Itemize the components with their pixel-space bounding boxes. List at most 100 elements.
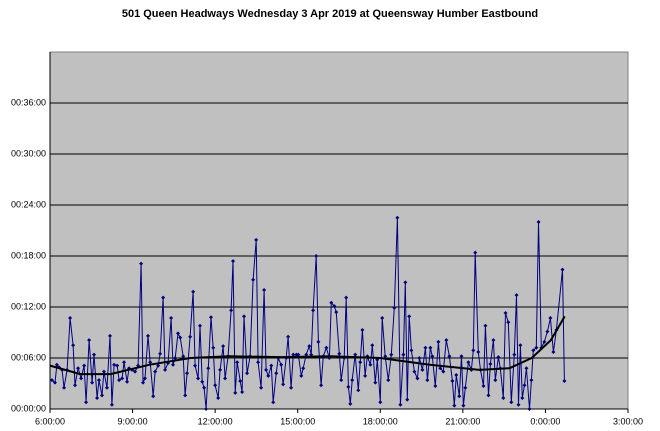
marker <box>348 401 353 406</box>
marker <box>536 220 541 224</box>
marker <box>551 350 556 355</box>
x-tick-label: 0:00:00 <box>530 416 560 426</box>
marker <box>512 352 517 357</box>
marker <box>185 371 190 376</box>
marker <box>324 345 329 350</box>
marker <box>392 305 397 310</box>
marker <box>202 385 207 390</box>
marker <box>161 295 166 300</box>
marker <box>262 288 267 292</box>
marker <box>301 366 306 371</box>
marker <box>151 394 156 399</box>
marker <box>386 378 391 383</box>
marker <box>466 360 471 365</box>
marker <box>191 289 196 294</box>
marker <box>269 363 274 368</box>
marker <box>109 402 114 407</box>
marker <box>96 378 101 383</box>
marker <box>291 352 296 357</box>
y-tick-label: 00:12:00 <box>11 301 46 311</box>
marker <box>49 378 54 383</box>
marker <box>238 378 243 383</box>
x-tick-label: 6:00:00 <box>35 416 65 426</box>
marker <box>271 400 276 405</box>
marker <box>407 314 412 319</box>
marker <box>223 376 228 381</box>
marker <box>403 280 408 285</box>
marker <box>560 267 565 272</box>
marker <box>235 360 240 365</box>
marker <box>181 354 186 359</box>
marker <box>356 388 361 393</box>
marker <box>476 350 481 355</box>
marker <box>436 339 441 344</box>
marker <box>486 393 491 398</box>
marker <box>358 360 363 365</box>
marker <box>73 383 78 388</box>
marker <box>370 343 375 348</box>
marker <box>344 295 349 300</box>
marker <box>447 354 452 359</box>
marker <box>156 363 161 368</box>
y-tick-label: 00:24:00 <box>11 199 46 209</box>
marker <box>104 385 109 390</box>
marker <box>117 378 122 383</box>
marker <box>471 348 476 353</box>
marker <box>514 293 519 298</box>
x-tick-label: 9:00:00 <box>118 416 148 426</box>
marker <box>173 356 178 360</box>
y-tick-label: 00:30:00 <box>11 148 46 158</box>
marker <box>108 333 113 338</box>
marker <box>425 378 430 383</box>
x-tick-label: 3:00:00 <box>613 416 643 426</box>
marker <box>314 254 319 258</box>
marker <box>120 376 125 381</box>
marker <box>242 314 247 319</box>
marker <box>433 384 438 389</box>
marker <box>289 385 294 390</box>
marker <box>319 383 324 388</box>
marker <box>145 333 150 338</box>
y-tick-label: 00:36:00 <box>11 97 46 107</box>
marker <box>509 400 514 405</box>
marker <box>84 400 89 405</box>
marker <box>54 362 59 367</box>
marker <box>281 382 286 387</box>
marker <box>148 360 153 365</box>
x-tick-label: 18:00:00 <box>363 416 398 426</box>
marker <box>204 407 209 411</box>
marker <box>251 277 256 282</box>
marker <box>334 310 339 315</box>
marker <box>183 393 188 398</box>
marker <box>206 366 211 371</box>
marker <box>441 369 446 374</box>
marker <box>483 323 488 328</box>
marker <box>332 304 337 309</box>
marker <box>522 383 527 388</box>
marker <box>52 380 57 385</box>
trend-line <box>49 315 566 376</box>
marker <box>141 380 146 385</box>
marker <box>405 397 410 402</box>
marker <box>175 331 180 336</box>
marker <box>307 344 312 349</box>
marker <box>501 395 506 400</box>
marker <box>353 352 358 357</box>
y-tick-label: 00:00:00 <box>11 403 46 413</box>
marker <box>350 378 355 383</box>
marker <box>87 338 92 343</box>
marker <box>266 373 271 378</box>
marker <box>412 369 417 374</box>
marker <box>503 310 508 315</box>
marker <box>398 402 403 407</box>
marker <box>311 308 316 313</box>
marker <box>90 380 95 385</box>
marker <box>395 215 400 220</box>
marker <box>233 390 238 395</box>
marker <box>524 366 529 371</box>
marker <box>373 380 378 385</box>
marker <box>188 334 193 339</box>
marker <box>158 351 163 356</box>
y-tick-label: 00:06:00 <box>11 352 46 362</box>
